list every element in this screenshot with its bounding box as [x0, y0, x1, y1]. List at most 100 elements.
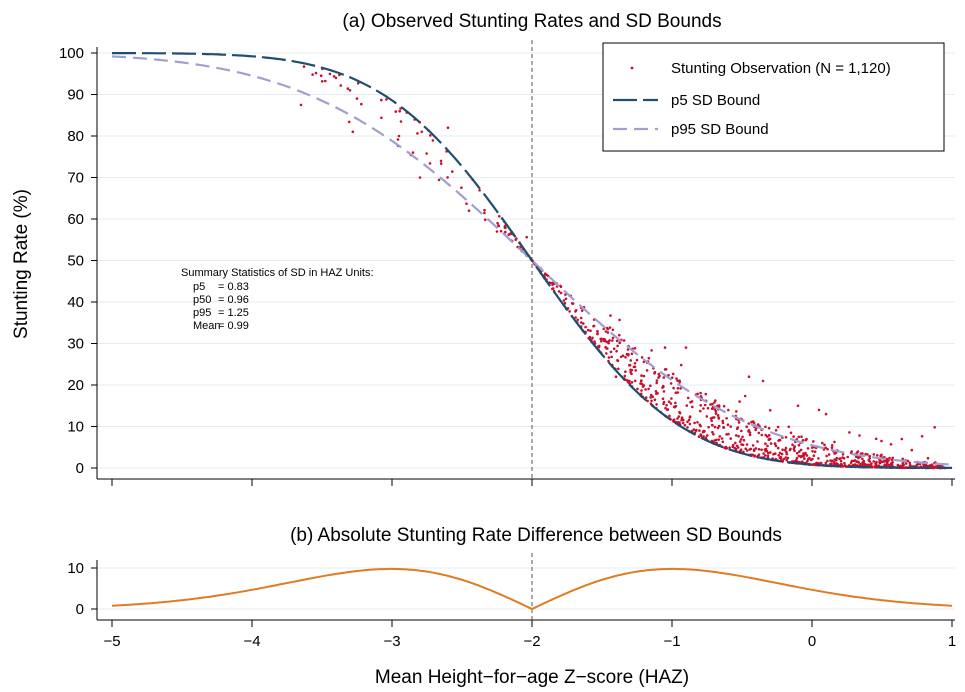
observation-point — [655, 381, 658, 385]
observation-point — [823, 443, 826, 447]
observation-point — [806, 447, 810, 450]
observation-point — [739, 448, 743, 452]
observation-point — [859, 462, 862, 466]
observation-point — [624, 355, 627, 359]
observation-point — [740, 443, 743, 446]
observation-point — [630, 352, 634, 356]
observation-point — [826, 447, 829, 451]
observation-point — [744, 447, 747, 451]
observation-point — [645, 369, 649, 372]
observation-point — [676, 417, 679, 420]
observation-point — [781, 460, 784, 463]
observation-point — [784, 456, 788, 459]
panel-b-x-tick-label: 1 — [948, 633, 956, 650]
panel-b-x-axis-label: Mean Height−for−age Z−score (HAZ) — [375, 667, 689, 688]
observation-point — [727, 408, 730, 412]
observation-point — [740, 429, 743, 433]
observation-point — [420, 130, 424, 134]
observation-point — [718, 435, 722, 438]
observation-point — [734, 441, 737, 445]
observation-point — [797, 454, 801, 458]
observation-point — [698, 423, 702, 427]
observation-point — [778, 438, 782, 442]
summary-p95-value: = 1.25 — [218, 307, 249, 319]
panel-b-gridlines — [97, 567, 955, 610]
observation-point — [706, 434, 709, 437]
observation-point — [302, 65, 306, 68]
observation-point — [756, 440, 759, 443]
panel-a-y-tick-label: 90 — [67, 87, 84, 104]
observation-point — [467, 209, 471, 212]
observation-point — [713, 408, 717, 411]
observation-point — [801, 460, 804, 463]
summary-p50-value: = 0.96 — [218, 294, 249, 306]
observation-point — [640, 374, 643, 377]
observation-point — [678, 421, 681, 424]
observation-point — [757, 431, 761, 435]
observation-point — [707, 425, 710, 429]
observation-point — [360, 102, 363, 106]
observation-point — [737, 421, 741, 424]
observation-point — [873, 465, 877, 468]
observation-point — [783, 448, 787, 452]
observation-point — [592, 324, 595, 328]
observation-point — [751, 444, 755, 447]
observation-point — [640, 382, 644, 386]
observation-point — [684, 346, 688, 349]
observation-point — [760, 433, 764, 437]
observation-point — [622, 339, 626, 342]
observation-point — [680, 416, 684, 420]
observation-point — [663, 346, 667, 349]
observation-point — [579, 321, 583, 324]
observation-point — [437, 178, 441, 182]
observation-point — [817, 408, 821, 412]
observation-point — [702, 407, 705, 410]
observation-point — [695, 428, 698, 432]
observation-point — [332, 75, 336, 78]
observation-point — [499, 229, 503, 233]
observation-point — [789, 431, 793, 435]
observation-point — [580, 309, 584, 312]
observation-point — [686, 426, 689, 429]
observation-point — [633, 379, 637, 383]
observation-point — [588, 335, 592, 339]
observation-point — [650, 399, 653, 403]
observation-point — [672, 386, 675, 390]
observation-point — [793, 445, 796, 448]
observation-point — [636, 387, 639, 391]
observation-point — [835, 462, 838, 465]
observation-point — [926, 456, 930, 460]
observation-point — [721, 440, 725, 444]
observation-point — [814, 463, 817, 466]
observation-point — [808, 456, 811, 460]
observation-point — [663, 368, 667, 371]
observation-point — [600, 340, 603, 343]
panel-b-title: (b) Absolute Stunting Rate Difference be… — [290, 525, 782, 546]
observation-point — [795, 451, 799, 455]
observation-point — [791, 443, 794, 447]
observation-point — [610, 355, 613, 359]
summary-mean-value: = 0.99 — [218, 320, 249, 332]
observation-point — [725, 447, 728, 450]
observation-point — [669, 382, 673, 385]
stunting-difference-line — [111, 567, 953, 611]
observation-point — [904, 466, 908, 469]
observation-point — [889, 462, 893, 465]
legend: Stunting Observation (N = 1,120) p5 SD B… — [602, 42, 945, 152]
observation-point — [564, 297, 568, 301]
observation-point — [874, 462, 878, 466]
observation-point — [858, 434, 861, 437]
observation-point — [355, 97, 359, 100]
observation-point — [649, 396, 652, 399]
observation-point — [683, 423, 687, 427]
observation-point — [618, 318, 621, 322]
observation-point — [760, 448, 763, 452]
observation-point — [880, 439, 883, 443]
observation-point — [674, 401, 677, 405]
panel-a-y-tick-label: 20 — [67, 377, 84, 394]
observation-point — [507, 233, 511, 236]
observation-point — [850, 459, 854, 463]
observation-point — [722, 425, 725, 429]
observation-point — [774, 444, 778, 448]
observation-point — [653, 372, 656, 375]
